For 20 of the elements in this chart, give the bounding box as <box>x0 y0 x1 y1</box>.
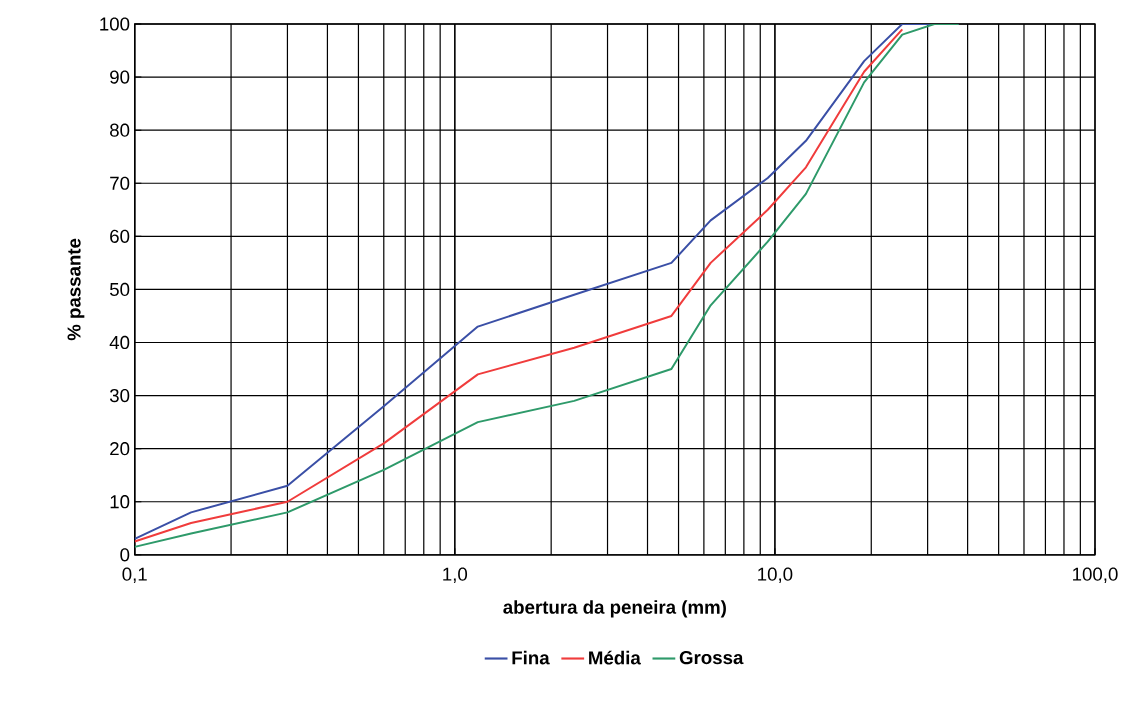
x-tick-label: 10,0 <box>758 567 793 584</box>
y-tick-label: 70 <box>110 176 130 191</box>
y-tick-label: 100 <box>100 17 130 31</box>
legend-label: Grossa <box>679 651 744 665</box>
x-tick-label: 1,0 <box>443 567 468 584</box>
legend-label: Fina <box>512 650 550 665</box>
legend-label: Média <box>589 650 641 665</box>
y-tick-label: 30 <box>109 389 130 403</box>
x-tick-label: 0,1 <box>122 567 147 584</box>
y-tick-label: 20 <box>110 442 130 456</box>
y-tick-label: 10 <box>110 495 130 509</box>
y-tick-label: 40 <box>109 336 130 350</box>
y-axis-title: % passante <box>67 238 85 341</box>
y-tick-label: 80 <box>110 123 130 137</box>
y-tick-label: 90 <box>110 70 130 84</box>
x-axis-title: abertura da peneira (mm) <box>503 600 726 618</box>
y-tick-label: 0 <box>120 548 130 562</box>
y-tick-label: 50 <box>109 283 130 297</box>
y-tick-label: 60 <box>110 229 130 244</box>
x-tick-label: 100,0 <box>1073 567 1118 584</box>
